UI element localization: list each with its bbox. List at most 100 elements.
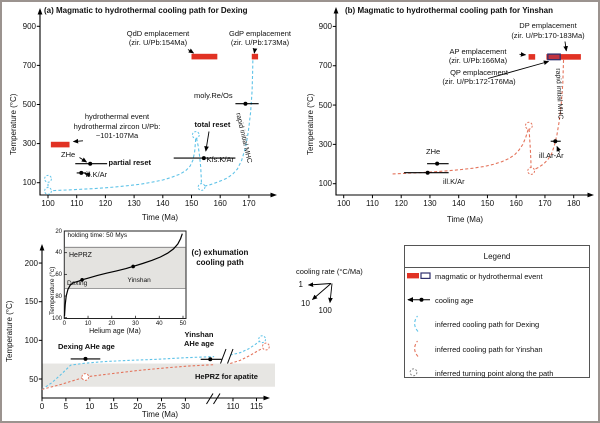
dp-event-bar xyxy=(546,54,581,60)
inset-dexing-label: Dexing xyxy=(67,279,88,287)
inset-y-tick-label: 20 xyxy=(55,228,62,235)
cooling-rate-10: 10 xyxy=(301,299,310,308)
cooling-rate-arrows xyxy=(307,282,333,304)
hydrothermal-event-bar xyxy=(50,141,70,148)
qdd-emplacement-label: QdD emplacement (zir. U/Pb:154Ma) xyxy=(110,29,206,48)
panel-a-y-tick-label: 700 xyxy=(22,60,36,70)
dp-label-line2: (zir. U/Pb:170-183Ma) xyxy=(511,30,585,40)
panel-c-x-tick-label: 20 xyxy=(133,401,143,411)
rapid-mhc-label-b: rapid initial MHC xyxy=(553,68,564,120)
rate-10-arrow xyxy=(311,283,332,300)
qp-event-bar xyxy=(547,53,561,61)
legend-title: Legend xyxy=(405,246,589,268)
panel-b-x-tick-label: 130 xyxy=(423,198,437,208)
dp-emplacement-label: DP emplacement (zir. U/Pb:170-183Ma) xyxy=(496,21,598,40)
dexing-turning-point xyxy=(197,183,206,191)
ap-emplacement-label: AP emplacement (zir. U/Pb:166Ma) xyxy=(436,47,520,66)
panel-b-y-tick-label: 900 xyxy=(318,21,332,31)
qp-label-line1: QP emplacement xyxy=(450,67,508,77)
total-reset-label: total reset xyxy=(194,120,231,129)
yinshan-ahe-line1: Yinshan xyxy=(184,329,214,339)
qp-label-line2: (zir. U/Pb:172-176Ma) xyxy=(442,77,516,86)
panel-a-xlabel: Time (Ma) xyxy=(141,212,179,222)
panel-a-x-tick-label: 160 xyxy=(213,198,227,208)
legend-item-cooling-age: cooling age xyxy=(435,295,474,305)
legend-cooling-age-dot xyxy=(419,297,424,302)
panel-c-x-tick-label: 5 xyxy=(63,401,69,411)
b-age-illarar-dot xyxy=(553,139,558,144)
panel-a-y-tick-label: 300 xyxy=(22,139,36,149)
yinshan-turning-point xyxy=(524,121,533,130)
panel-a-x-tick-label: 150 xyxy=(184,198,199,208)
c-yinshan-turning-point xyxy=(81,373,90,381)
inset-x-tick-label: 50 xyxy=(179,320,187,327)
a-age-kfskar-dot xyxy=(201,156,206,161)
panel-c-x-tick-label: 30 xyxy=(180,401,190,411)
cooling-rate-100: 100 xyxy=(318,306,332,315)
inset-x-tick-label: 0 xyxy=(62,320,66,327)
panel-c-y-tick-label: 100 xyxy=(24,335,38,345)
legend-symbols xyxy=(407,272,431,377)
panel-a-title: (a) Magmatic to hydrothermal cooling pat… xyxy=(44,5,248,15)
panel-c-x-axis-arrow xyxy=(263,395,270,401)
panel-b-xlabel: Time (Ma) xyxy=(446,214,484,224)
panel-b-x-tick-label: 120 xyxy=(394,198,408,208)
hydro-label-line2: hydrothermal zircon U/Pb: xyxy=(73,121,161,131)
cooling-rate-label: cooling rate (°C/Ma) xyxy=(296,266,363,276)
panel-b-x-tick-label: 100 xyxy=(337,198,351,208)
c-dexing-ahe-dot xyxy=(83,356,88,361)
legend-event-outline-swatch xyxy=(420,272,431,280)
heprz-apatite-label: HePRZ for apatite xyxy=(195,371,258,381)
legend-dexing-path-swatch xyxy=(414,315,419,332)
legend-yinshan-path-swatch xyxy=(414,340,419,357)
zhe-label-a: ZHe xyxy=(61,149,76,159)
c-yinshan-curve-pre xyxy=(41,364,215,390)
axis-break-slash xyxy=(213,393,221,405)
panel-a-x-tick-label: 170 xyxy=(242,198,256,208)
hydrothermal-arrow xyxy=(72,138,84,144)
qdd-event-bar xyxy=(191,53,218,60)
panel-c-y-tick-label: 50 xyxy=(29,374,38,384)
cooling-rate-1: 1 xyxy=(298,280,303,289)
qdd-arrow xyxy=(187,48,195,54)
inset-x-tick-label: 10 xyxy=(84,320,92,327)
panel-a-x-tick-label: 120 xyxy=(98,198,113,208)
panel-a-x-tick-label: 100 xyxy=(41,198,55,208)
qdd-label-line1: QdD emplacement xyxy=(126,28,190,38)
panel-b-x-tick-label: 160 xyxy=(509,198,523,208)
gdp-arrow xyxy=(252,48,258,54)
panel-b-y-tick-label: 700 xyxy=(318,61,332,71)
panel-c-title-line2: cooling path xyxy=(196,257,244,267)
dexing-ahe-label: Dexing AHe age xyxy=(58,341,115,351)
ap-label-line1: AP emplacement xyxy=(449,46,507,56)
partial-reset-label: partial reset xyxy=(108,157,152,167)
panel-a-x-tick-label: 130 xyxy=(127,198,141,208)
dexing-turning-point xyxy=(191,131,200,139)
inset-y-tick-label: 80 xyxy=(55,293,62,300)
zhe-arrow xyxy=(79,157,88,163)
c-dexing-end-point xyxy=(258,335,267,344)
gdp-label-line1: GdP emplacement xyxy=(229,28,291,38)
inset-xlabel: Helium age (Ma) xyxy=(89,327,141,335)
panel-c-x-tick-label: 25 xyxy=(157,401,166,411)
panel-b-x-axis-arrow xyxy=(587,192,594,198)
panel-b-x-tick-label: 150 xyxy=(480,198,495,208)
rate-100-arrow xyxy=(328,283,333,304)
ill-kar-label-b: ill.K/Ar xyxy=(443,177,465,186)
panel-c-x-tick-label: 115 xyxy=(250,401,263,411)
ill-arar-arrow xyxy=(556,145,561,153)
b-age-zhe-dot xyxy=(435,161,440,166)
heprz-apatite-band xyxy=(42,363,275,387)
panel-a-x-tick-label: 110 xyxy=(70,198,84,208)
gdp-label-line2: (zir. U/Pb:173Ma) xyxy=(230,38,290,47)
dp-arrow xyxy=(563,41,568,52)
ap-arrow xyxy=(519,52,527,57)
c-yinshan-ahe-dot xyxy=(208,357,213,362)
qp-emplacement-label: QP emplacement (zir. U/Pb:172-176Ma) xyxy=(428,68,530,87)
axis-break-slash xyxy=(220,348,227,364)
a-age-molyreos-dot xyxy=(243,101,248,106)
panel-c-xlabel: Time (Ma) xyxy=(141,409,179,419)
legend-item-yinshan-path: inferred cooling path for Yinshan xyxy=(435,344,543,354)
yinshan-ahe-line2: AHe age xyxy=(183,339,214,348)
ill-kar-arrow xyxy=(84,172,91,178)
